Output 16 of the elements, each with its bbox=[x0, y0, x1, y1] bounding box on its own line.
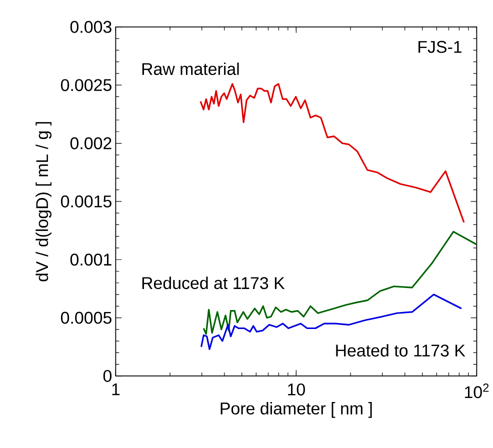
y-axis-title: dV / d(logD) [ mL / g ] bbox=[36, 122, 52, 282]
series-label: Reduced at 1173 K bbox=[142, 276, 285, 290]
x-tick-label: 10 bbox=[288, 384, 305, 396]
y-tick-label: 0.003 bbox=[70, 21, 112, 34]
y-tick-label: 0.002 bbox=[70, 137, 112, 150]
y-tick-label: 0.001 bbox=[70, 254, 112, 266]
y-tick-label: 0.0015 bbox=[60, 196, 112, 208]
y-tick-label: 0.0025 bbox=[60, 79, 112, 92]
x-tick-label: 1 bbox=[112, 384, 120, 396]
y-tick-label: 0 bbox=[103, 370, 112, 382]
series-label: Heated to 1173 K bbox=[336, 344, 466, 357]
annotation: FJS-1 bbox=[418, 41, 462, 54]
y-tick-label: 0.0005 bbox=[60, 312, 112, 324]
x-axis-title: Pore diameter [ nm ] bbox=[220, 402, 372, 418]
x-tick-label: 10$^{2}$ bbox=[465, 384, 489, 398]
series-label: Raw material bbox=[142, 62, 239, 76]
